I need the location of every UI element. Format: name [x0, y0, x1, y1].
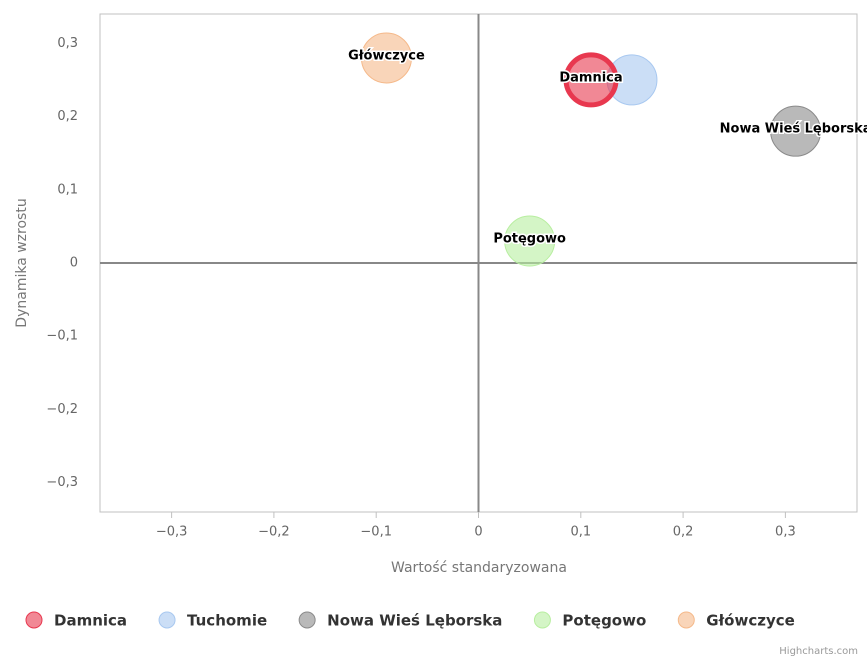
y-tick-label: −0,3 — [46, 475, 78, 490]
legend-marker — [25, 611, 43, 629]
x-tick-label: −0,2 — [258, 525, 290, 540]
y-tick-label: 0 — [70, 256, 78, 271]
legend-label: Damnica — [54, 612, 127, 630]
legend-marker — [677, 611, 695, 629]
y-tick-label: −0,1 — [46, 329, 78, 344]
legend-marker — [533, 611, 551, 629]
y-tick-label: 0,2 — [57, 109, 78, 124]
y-tick-label: −0,2 — [46, 402, 78, 417]
x-tick-label: 0,1 — [570, 525, 591, 540]
legend-label: Nowa Wieś Lęborska — [327, 612, 502, 630]
x-axis-title: Wartość standaryzowana — [391, 560, 567, 576]
y-tick-label: 0,1 — [57, 182, 78, 197]
legend-label: Tuchomie — [187, 612, 267, 630]
legend-marker — [158, 611, 176, 629]
x-tick-label: 0,2 — [673, 525, 694, 540]
x-tick-label: −0,3 — [156, 525, 188, 540]
bubble — [770, 105, 822, 157]
legend-label: Potęgowo — [562, 612, 646, 630]
y-axis-title: Dynamika wzrostu — [14, 198, 30, 327]
bubble — [504, 215, 556, 267]
credits: Highcharts.com — [779, 646, 858, 657]
bubble — [360, 32, 412, 84]
data-label: Nowa Wieś Lęborska — [720, 122, 867, 137]
x-tick-label: 0,3 — [775, 525, 796, 540]
x-tick-label: 0 — [474, 525, 482, 540]
data-label: Damnica — [559, 70, 622, 85]
bubble — [563, 52, 619, 108]
data-label: Główczyce — [348, 48, 425, 63]
legend-label: Główczyce — [706, 612, 795, 630]
legend-marker — [298, 611, 316, 629]
y-tick-label: 0,3 — [57, 36, 78, 51]
x-tick-label: −0,1 — [360, 525, 392, 540]
data-label: Potęgowo — [493, 232, 566, 247]
